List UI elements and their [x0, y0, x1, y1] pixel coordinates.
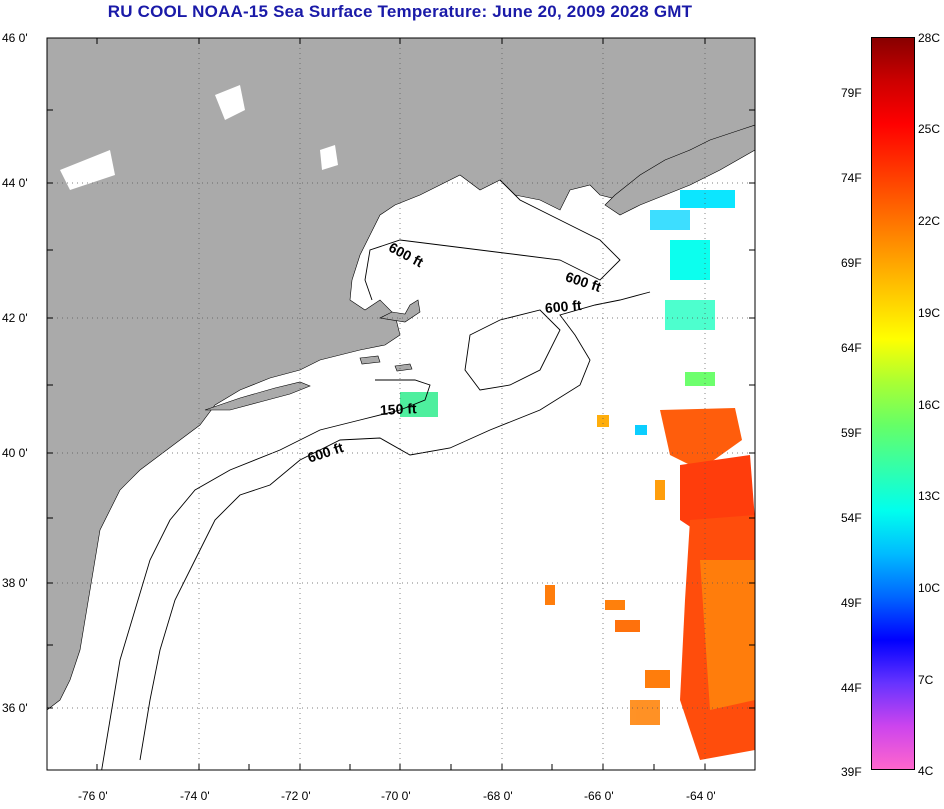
- colorbar-celsius-label: 25C: [918, 122, 941, 136]
- land-nova-scotia: [604, 124, 755, 216]
- lon-label: -72 0': [281, 789, 311, 803]
- lat-label: 36 0': [2, 701, 28, 715]
- isobath-label: 600 ft: [544, 296, 583, 316]
- isobath-lines: [101, 179, 651, 770]
- lon-label: -68 0': [483, 789, 513, 803]
- map-title: RU COOL NOAA-15 Sea Surface Temperature:…: [107, 2, 693, 21]
- land-cape-cod: [379, 299, 421, 323]
- lon-label: -76 0': [78, 789, 108, 803]
- colorbar-celsius-label: 16C: [918, 398, 941, 412]
- colorbar-celsius-label: 19C: [918, 306, 941, 320]
- isobath-label: 150 ft: [379, 400, 417, 418]
- colorbar-celsius-label: 10C: [918, 581, 941, 595]
- sst-patches: [400, 190, 755, 760]
- colorbar-fahrenheit-label: 54F: [841, 511, 862, 525]
- colorbar-fahrenheit-label: 69F: [841, 256, 862, 270]
- temperature-colorbar: [871, 37, 915, 770]
- land-islands: [359, 355, 413, 372]
- map-frame: [46, 37, 756, 771]
- colorbar-fahrenheit-label: 74F: [841, 171, 862, 185]
- land-mainland: [47, 38, 755, 711]
- colorbar-celsius-label: 13C: [918, 489, 941, 503]
- colorbar-fahrenheit-label: 59F: [841, 426, 862, 440]
- colorbar-fahrenheit-label: 49F: [841, 596, 862, 610]
- axis-ticks: [47, 38, 755, 770]
- colorbar-fahrenheit-label: 64F: [841, 341, 862, 355]
- lon-label: -74 0': [180, 789, 210, 803]
- colorbar-celsius-label: 4C: [918, 764, 934, 778]
- colorbar-celsius-label: 22C: [918, 214, 941, 228]
- lon-label: -66 0': [584, 789, 614, 803]
- colorbar-fahrenheit-label: 39F: [841, 765, 862, 779]
- colorbar-celsius-label: 28C: [918, 31, 941, 45]
- lat-label: 40 0': [2, 446, 28, 460]
- lon-label: -70 0': [381, 789, 411, 803]
- lat-label: 44 0': [2, 176, 28, 190]
- lat-label: 46 0': [2, 31, 28, 45]
- lon-label: -64 0': [686, 789, 716, 803]
- lat-label: 38 0': [2, 576, 28, 590]
- colorbar-fahrenheit-label: 44F: [841, 681, 862, 695]
- graticule: [47, 38, 755, 770]
- colorbar-celsius-label: 7C: [918, 673, 934, 687]
- lat-label: 42 0': [2, 311, 28, 325]
- land-long-island: [204, 381, 311, 411]
- colorbar-fahrenheit-label: 79F: [841, 86, 862, 100]
